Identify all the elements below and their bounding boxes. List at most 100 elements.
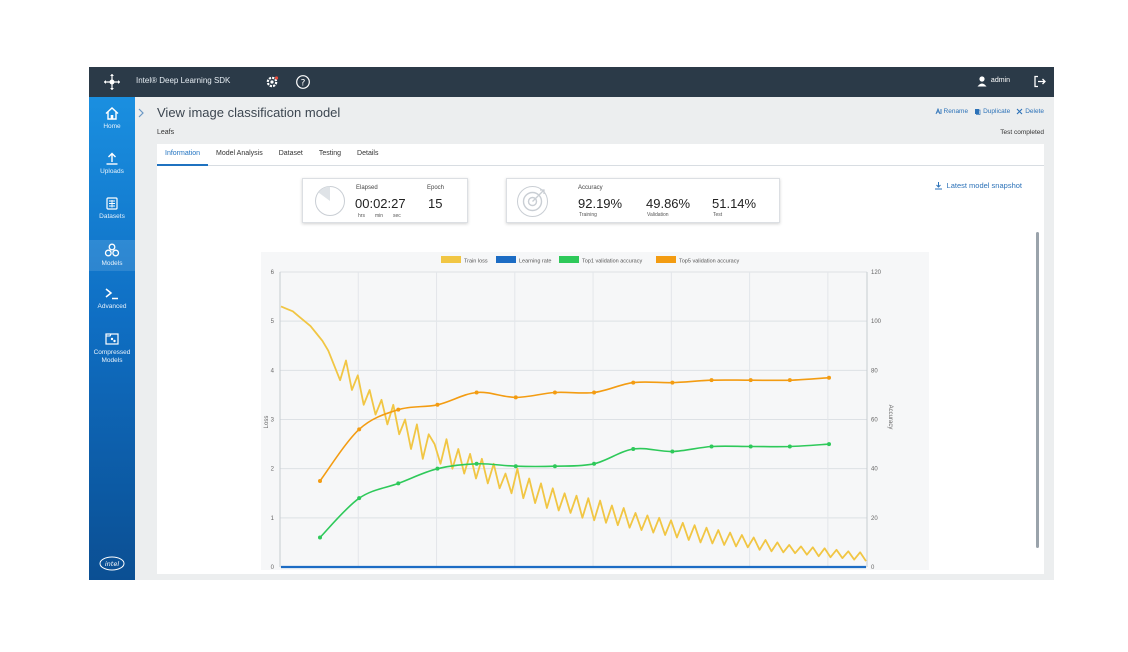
user-icon [977, 76, 987, 87]
legend-label: Learning rate [519, 259, 551, 265]
delete-label: Delete [1025, 108, 1044, 115]
logout-icon[interactable] [1033, 75, 1046, 88]
data-point-top5-accuracy [357, 427, 362, 432]
y-tick-right: 40 [871, 467, 878, 473]
data-point-top5-accuracy [670, 380, 675, 385]
elapsed-value: 00:02:27 [355, 196, 406, 211]
sidebar: Home Uploads Datasets Models [89, 97, 135, 580]
legend-swatch [559, 256, 579, 263]
data-point-top1-accuracy [357, 496, 362, 501]
duplicate-button[interactable]: Duplicate [974, 108, 1010, 115]
series-line-top1-accuracy [319, 443, 830, 539]
data-point-top1-accuracy [670, 449, 675, 454]
accuracy-card: Accuracy 92.19% Training 49.86% Validati… [506, 178, 780, 223]
data-point-top1-accuracy [592, 461, 597, 466]
delete-icon [1016, 108, 1023, 115]
y-tick-right: 100 [871, 319, 882, 325]
rename-icon [935, 108, 941, 115]
latest-snapshot-link[interactable]: Latest model snapshot [934, 181, 1022, 190]
data-point-top1-accuracy [318, 535, 322, 540]
data-point-top5-accuracy [552, 390, 557, 395]
tab-testing[interactable]: Testing [318, 150, 342, 157]
training-chart: 0 1 2 3 4 5 6 0 20 40 60 80 100 120 Loss Accuracy Train … [261, 252, 929, 571]
y-tick-left: 0 [271, 565, 275, 570]
data-point-top5-accuracy [474, 390, 479, 395]
data-point-top1-accuracy [827, 442, 831, 447]
data-point-top1-accuracy [435, 466, 440, 471]
training-label: Training [579, 212, 597, 218]
data-point-top5-accuracy [748, 378, 753, 383]
breadcrumb[interactable]: Leafs [157, 129, 175, 136]
y-tick-right: 0 [871, 565, 875, 570]
y-axis-label-left: Loss [264, 416, 270, 429]
epoch-label: Epoch [427, 185, 445, 191]
data-point-top5-accuracy [396, 407, 401, 412]
data-point-top5-accuracy [709, 378, 714, 383]
delete-button[interactable]: Delete [1016, 108, 1044, 115]
compressed-icon [105, 333, 119, 345]
sidebar-item-label: Models [101, 260, 123, 267]
validation-accuracy-value: 49.86% [646, 196, 691, 211]
tab-information[interactable]: Information [157, 144, 209, 166]
home-icon [105, 107, 119, 120]
sidebar-item-uploads[interactable]: Uploads [89, 152, 135, 176]
data-point-top1-accuracy [787, 444, 792, 449]
data-point-top1-accuracy [396, 481, 401, 486]
y-tick-right: 120 [871, 270, 882, 276]
data-point-top5-accuracy [787, 378, 792, 383]
sidebar-item-models[interactable]: Models [89, 240, 135, 271]
y-axis-label-right: Accuracy [887, 405, 893, 430]
rename-label: Rename [943, 108, 969, 115]
timer-icon [315, 186, 345, 216]
page-actions: Rename Duplicate Delete [935, 108, 1044, 115]
y-tick-left: 5 [271, 319, 275, 325]
accuracy-label: Accuracy [578, 185, 603, 191]
sidebar-item-home[interactable]: Home [89, 107, 135, 131]
top-bar: Intel® Deep Learning SDK ? admin [89, 67, 1054, 97]
series-line-train-loss [280, 305, 867, 562]
legend-swatch [656, 256, 676, 263]
page-title: View image classification model [157, 105, 341, 120]
y-tick-left: 3 [271, 418, 275, 424]
sidebar-item-advanced[interactable]: Advanced [89, 287, 135, 311]
tab-model-analysis[interactable]: Model Analysis [216, 150, 263, 157]
sidebar-item-label: Home [103, 123, 121, 130]
panel-scrollbar[interactable] [1036, 232, 1039, 548]
y-tick-left: 6 [271, 270, 275, 276]
validation-label: Validation [647, 212, 669, 218]
elapsed-card: Elapsed 00:02:27 hrs min sec Epoch 15 [302, 178, 468, 223]
legend-label: Train loss [464, 259, 488, 265]
help-icon[interactable]: ? [295, 74, 311, 90]
app-brand: Intel® Deep Learning SDK [136, 76, 231, 85]
duplicate-label: Duplicate [983, 108, 1011, 115]
test-accuracy-value: 51.14% [712, 196, 757, 211]
latest-snapshot-label: Latest model snapshot [946, 181, 1022, 190]
sidebar-item-label: Models [101, 357, 123, 364]
intel-logo: intel [99, 556, 125, 571]
svg-text:intel: intel [105, 560, 119, 568]
rename-button[interactable]: Rename [935, 108, 969, 115]
sidebar-item-compressed-models[interactable]: Compressed Models [89, 332, 135, 365]
target-icon [517, 186, 548, 217]
sidebar-item-label: Uploads [100, 168, 124, 175]
download-icon [934, 182, 942, 190]
status-text: Test completed [1000, 129, 1044, 136]
data-point-top5-accuracy [435, 402, 440, 407]
duplicate-icon [975, 109, 981, 115]
network-logo-icon[interactable] [103, 73, 121, 91]
data-point-top5-accuracy [631, 380, 636, 385]
data-point-top1-accuracy [709, 444, 714, 449]
data-point-top1-accuracy [631, 447, 636, 451]
collapse-chevron-icon[interactable] [136, 107, 146, 119]
user-name[interactable]: admin [990, 77, 1010, 84]
sidebar-item-datasets[interactable]: Datasets [89, 197, 135, 221]
tab-dataset[interactable]: Dataset [278, 150, 303, 157]
data-point-top5-accuracy [318, 478, 322, 483]
tab-details[interactable]: Details [357, 150, 379, 157]
data-point-top5-accuracy [513, 395, 518, 400]
data-point-top1-accuracy [552, 464, 557, 469]
y-tick-left: 1 [271, 516, 275, 522]
information-panel: Elapsed 00:02:27 hrs min sec Epoch 15 Ac… [157, 166, 1044, 574]
settings-icon[interactable] [264, 74, 280, 90]
